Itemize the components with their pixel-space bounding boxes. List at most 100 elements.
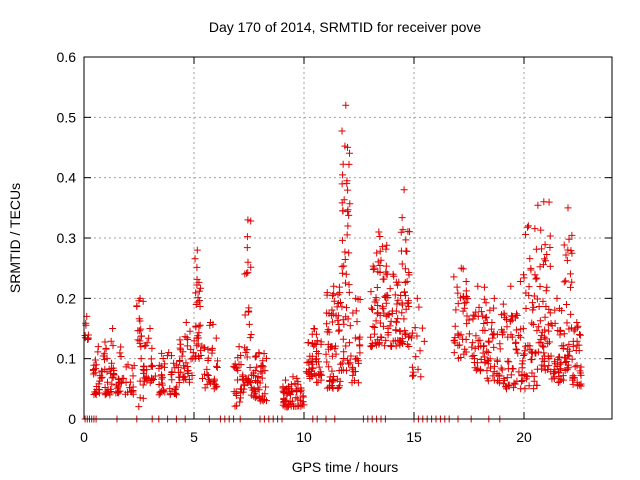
data-point [136,394,144,402]
data-point [520,371,528,379]
data-point [417,373,425,381]
y-tick-label: 0.3 [57,230,77,246]
data-point [391,291,399,299]
data-point [551,306,559,314]
data-point [98,367,106,375]
data-point [544,340,552,348]
data-point [518,377,526,385]
data-point [96,377,104,385]
data-point [243,353,251,361]
data-point [306,352,314,360]
data-point [161,388,169,396]
data-point [465,316,473,324]
data-point [201,370,209,378]
data-point [542,287,550,295]
data-point [255,349,263,357]
y-tick-label: 0.4 [57,170,77,186]
data-point [168,368,176,376]
data-point [374,268,382,276]
data-point [537,226,545,234]
data-point [525,283,533,291]
data-point [524,341,532,349]
data-point [314,371,322,379]
data-point [342,342,350,350]
data-point [310,325,318,332]
x-tick-label: 15 [406,429,422,445]
data-point [304,368,312,376]
data-point [288,397,296,405]
data-point [344,206,352,214]
data-point [180,376,188,384]
data-point [341,256,349,264]
data-point [112,389,120,397]
x-tick-label: 20 [516,429,532,445]
data-point [513,310,521,318]
data-point [480,283,488,291]
data-point [545,327,553,335]
data-point [397,292,405,300]
data-point [342,101,350,109]
data-point [104,386,112,394]
data-point [182,318,190,326]
data-point [206,379,214,387]
data-point [371,330,379,338]
data-point [537,335,545,343]
data-point [530,377,538,385]
data-point [547,352,555,360]
data-point [523,223,531,231]
data-point [145,334,153,342]
data-point [352,355,360,363]
data-point [92,391,100,399]
data-point [323,291,331,299]
data-point [513,311,521,319]
data-point [192,352,200,360]
data-point [538,365,546,373]
data-point [149,362,157,370]
data-point [254,372,262,380]
data-point [517,378,525,386]
data-point [409,368,417,376]
data-point [384,311,392,319]
data-point [568,249,576,257]
data-point [325,345,333,353]
data-point [402,236,410,244]
data-point [340,262,348,270]
data-point [124,361,132,369]
data-point [157,371,165,379]
data-point [246,334,254,342]
data-point [517,325,525,333]
data-point [528,299,536,307]
data-point [486,306,494,314]
data-point [482,299,490,307]
data-point [465,330,473,338]
data-point [549,370,557,378]
data-point [546,232,554,240]
data-point [214,357,222,365]
data-point [561,354,569,362]
data-point [527,348,535,356]
data-point [486,364,494,372]
data-point [109,342,117,350]
data-point [108,380,116,388]
data-point [204,354,212,362]
data-point [338,127,346,135]
data-point [368,305,376,313]
data-point [546,262,554,270]
data-point [193,246,201,254]
data-point [455,331,463,339]
data-point [562,251,570,259]
data-point [291,379,299,387]
data-point [389,270,397,278]
data-point [377,333,385,341]
data-point [110,366,118,374]
data-point [102,344,110,352]
x-axis-label: GPS time / hours [292,459,399,475]
data-point [462,278,470,286]
data-point [192,289,200,297]
data-point [521,385,529,393]
data-point [197,352,205,360]
data-point [195,297,203,305]
data-point [413,294,421,302]
data-point [367,288,375,296]
